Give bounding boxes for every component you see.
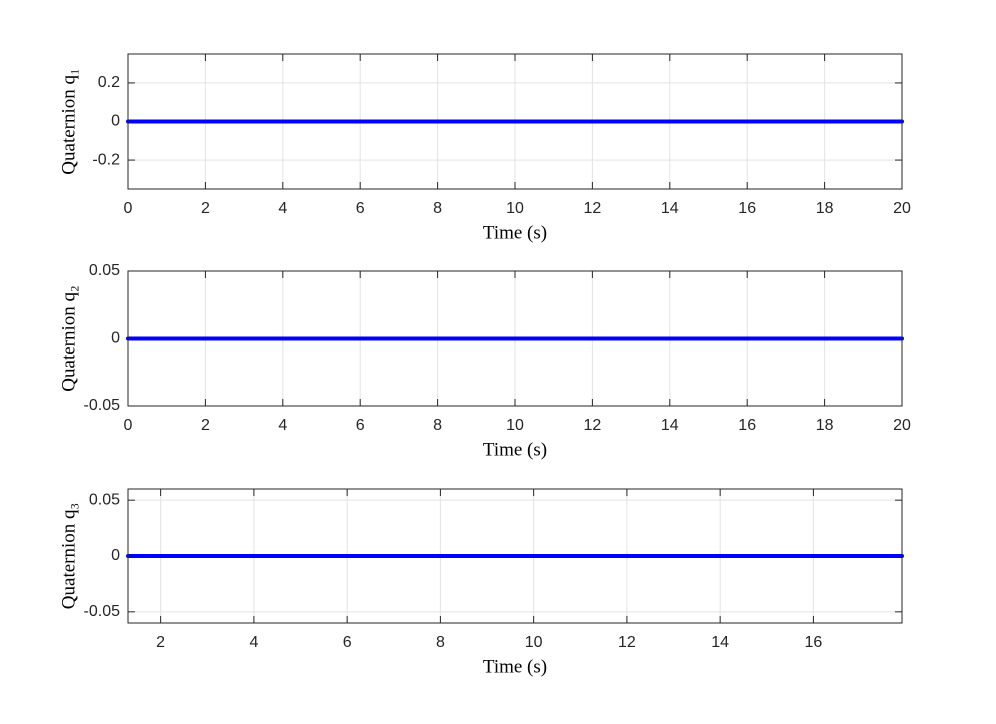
x-axis-label: Time (s) xyxy=(483,222,547,243)
x-tick-label: 2 xyxy=(201,200,210,217)
axes-box xyxy=(127,488,903,624)
y-tick-label: 0.05 xyxy=(89,262,120,279)
y-axis-label: Quaternion q₃ xyxy=(58,503,79,609)
x-tick-label: 16 xyxy=(738,417,756,434)
x-tick-label: 6 xyxy=(356,417,365,434)
axes-box xyxy=(127,53,903,190)
y-tick-label: 0 xyxy=(111,547,120,564)
x-tick-label: 14 xyxy=(661,417,679,434)
x-tick-label: 12 xyxy=(584,417,602,434)
x-tick-label: 4 xyxy=(278,417,287,434)
x-tick-label: 6 xyxy=(356,200,365,217)
x-tick-label: 20 xyxy=(893,200,911,217)
x-tick-label: 10 xyxy=(525,634,543,651)
x-tick-label: 12 xyxy=(584,200,602,217)
subplot: 0 2 4 6 8 10 12 14 16 18 20 -0.2 0 0.2 Time (s) Quatern… xyxy=(58,53,911,243)
x-tick-label: 10 xyxy=(506,417,524,434)
x-tick-label: 2 xyxy=(156,634,165,651)
x-tick-label: 14 xyxy=(711,634,729,651)
y-tick-label: 0.05 xyxy=(89,491,120,508)
y-tick-label: -0.2 xyxy=(92,151,120,168)
x-tick-label: 12 xyxy=(618,634,636,651)
x-tick-label: 18 xyxy=(816,417,834,434)
x-tick-label: 16 xyxy=(738,200,756,217)
x-tick-label: 8 xyxy=(433,200,442,217)
y-tick-label: -0.05 xyxy=(84,603,121,620)
x-tick-label: 10 xyxy=(506,200,524,217)
y-axis-label: Quaternion q₂ xyxy=(58,285,79,391)
x-tick-label: 0 xyxy=(124,417,133,434)
x-axis-label: Time (s) xyxy=(483,439,547,460)
x-tick-label: 18 xyxy=(816,200,834,217)
y-tick-label: 0.2 xyxy=(98,74,120,91)
x-tick-label: 8 xyxy=(433,417,442,434)
x-tick-label: 4 xyxy=(249,634,258,651)
subplot: 2 4 6 8 10 12 14 16 -0.05 0 0.05 Time (s) Quaternion… xyxy=(58,488,904,677)
x-tick-label: 14 xyxy=(661,200,679,217)
x-tick-label: 6 xyxy=(343,634,352,651)
x-tick-label: 20 xyxy=(893,417,911,434)
x-tick-label: 8 xyxy=(436,634,445,651)
x-tick-label: 2 xyxy=(201,417,210,434)
axes-box xyxy=(127,270,903,407)
y-tick-label: 0 xyxy=(111,113,120,130)
x-tick-label: 4 xyxy=(278,200,287,217)
y-tick-label: -0.05 xyxy=(84,397,121,414)
y-tick-label: 0 xyxy=(111,330,120,347)
x-axis-label: Time (s) xyxy=(483,656,547,677)
x-tick-label: 0 xyxy=(124,200,133,217)
x-tick-label: 16 xyxy=(805,634,823,651)
y-axis-label: Quaternion q₁ xyxy=(58,68,79,174)
